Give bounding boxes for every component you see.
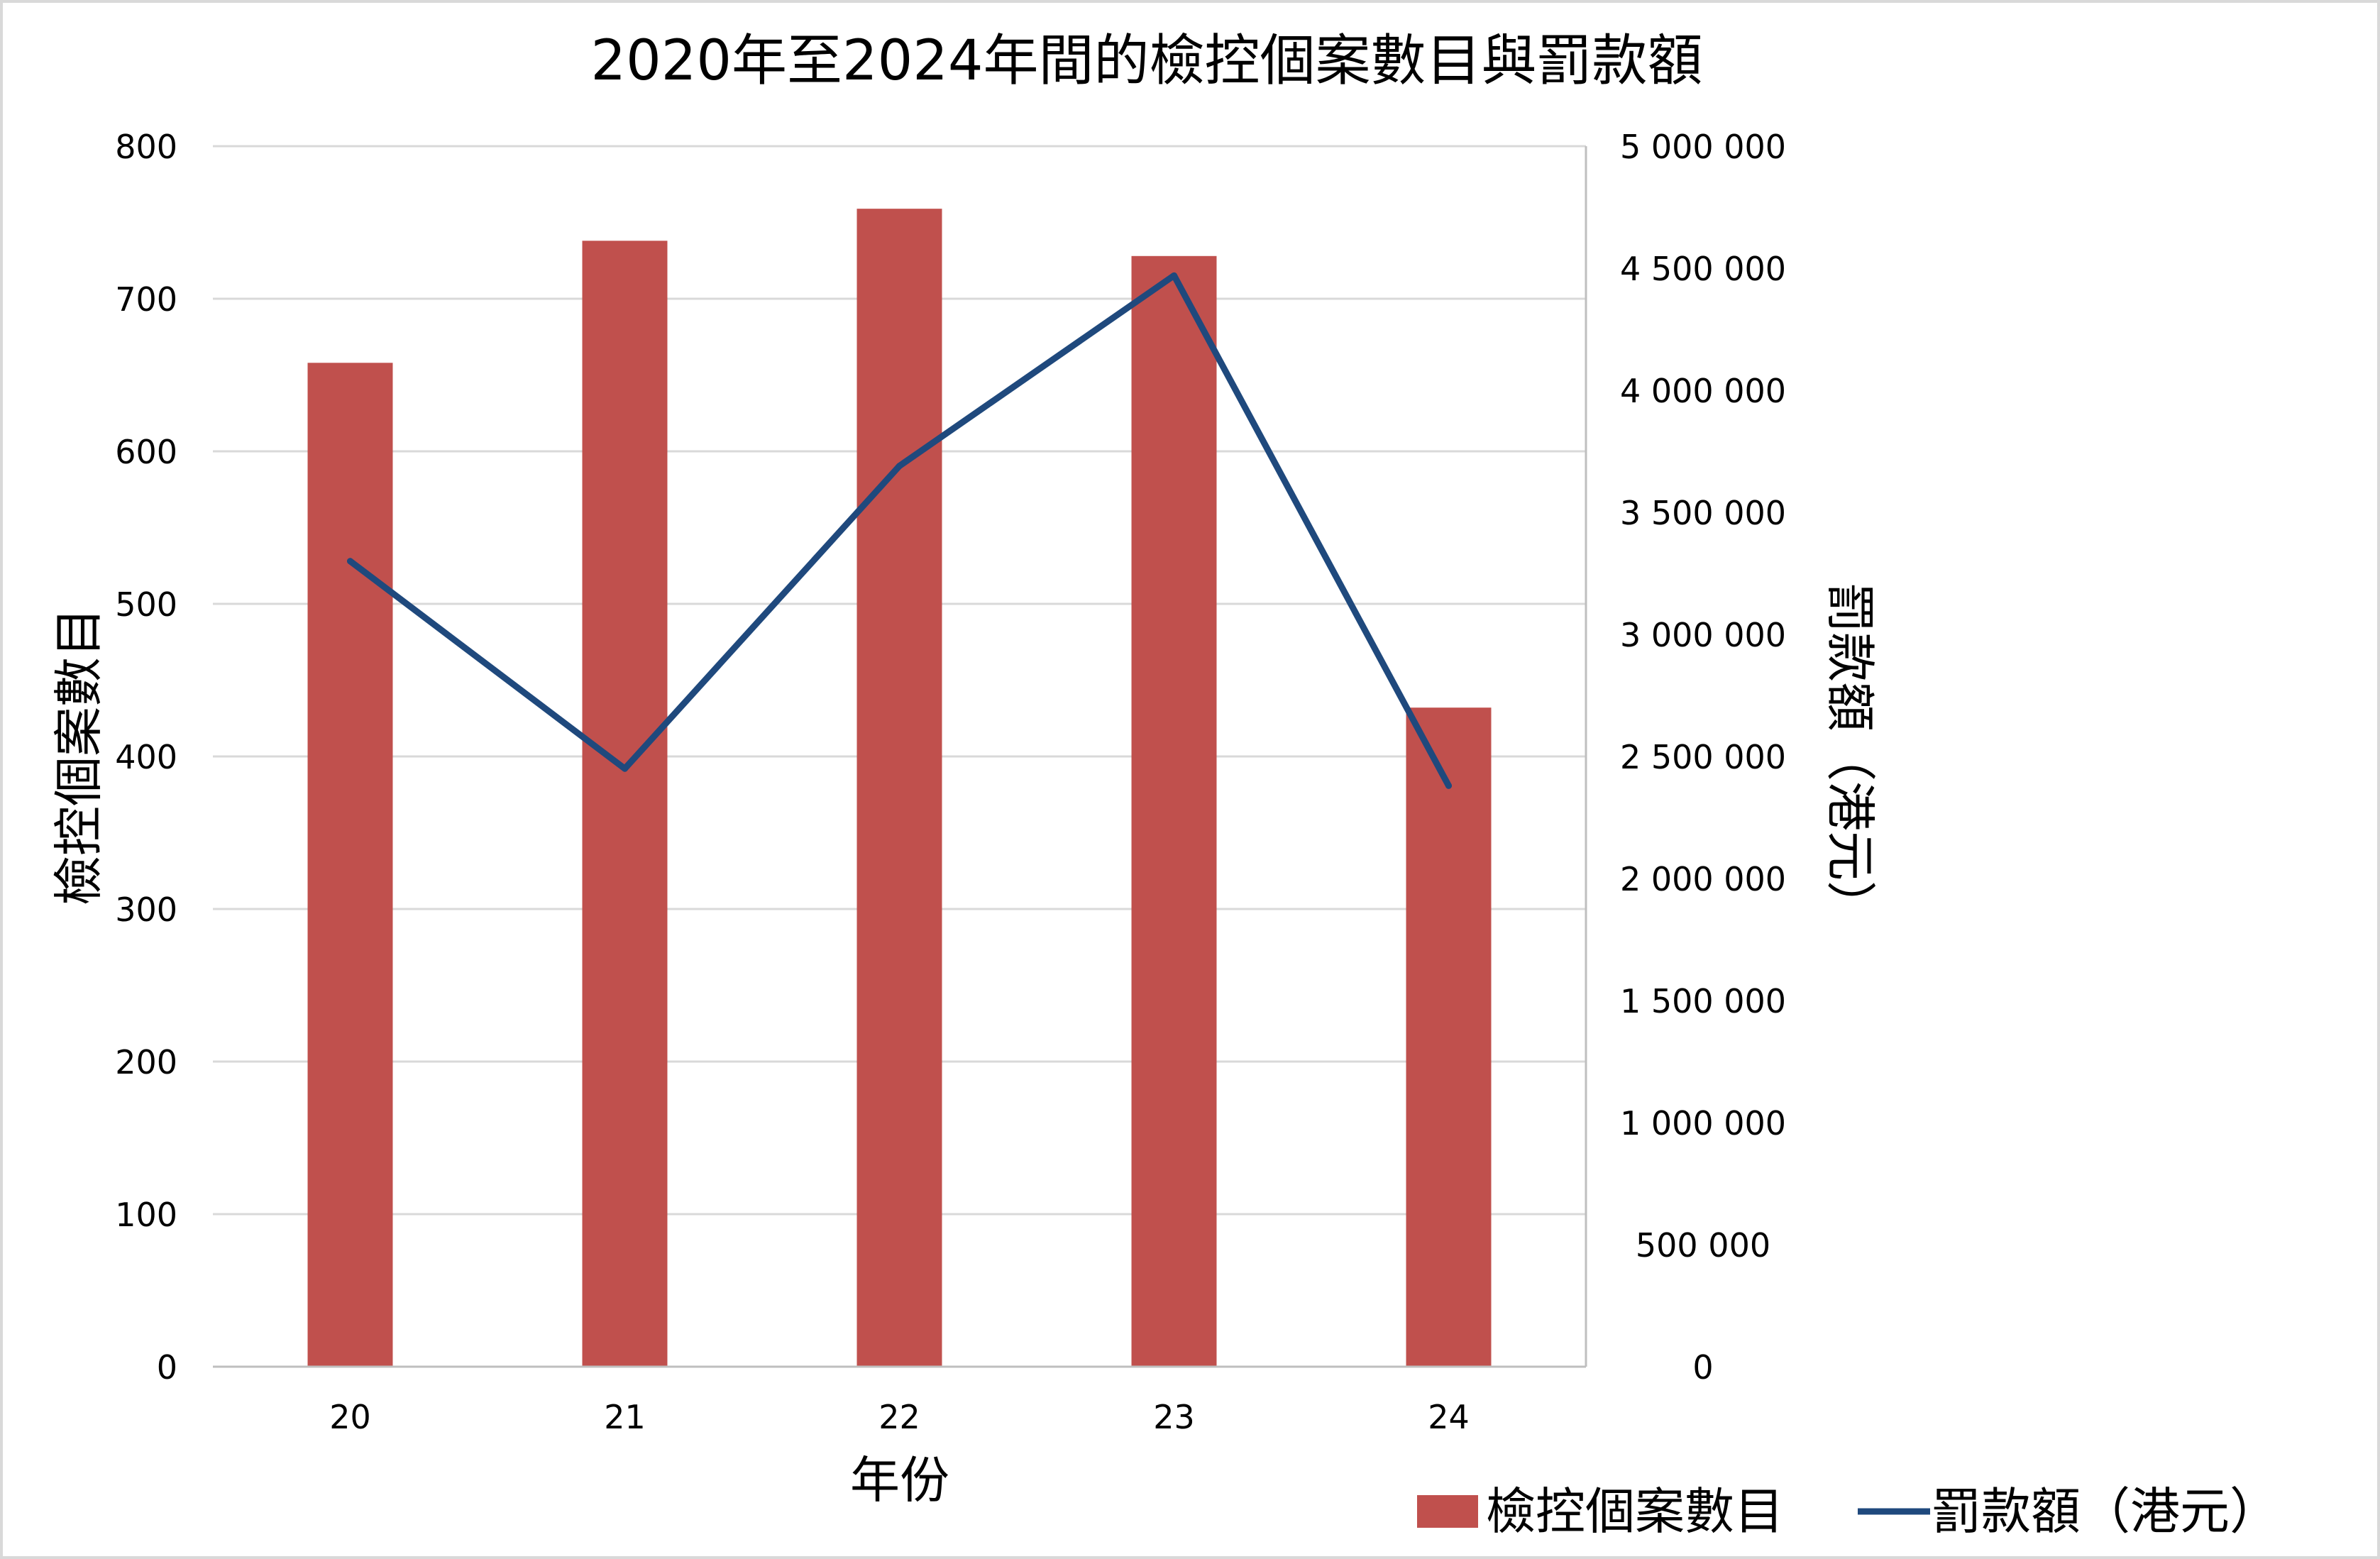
x-tick-label: 20	[329, 1398, 371, 1436]
legend-label-line: 罰款額（港元）	[1932, 1482, 2279, 1541]
chart-title: 2020年至2024年間的檢控個案數目與罰款額	[590, 29, 1702, 93]
x-tick-label: 21	[604, 1398, 646, 1436]
bar	[307, 363, 393, 1367]
y-tick-label: 400	[115, 738, 177, 776]
y2-tick-label: 500 000	[1636, 1226, 1770, 1265]
bar	[1406, 707, 1492, 1367]
bar	[1131, 255, 1217, 1367]
y2-tick-label: 3 500 000	[1620, 494, 1786, 532]
legend-swatch-bars	[1417, 1495, 1478, 1528]
bar-series	[307, 209, 1492, 1367]
y-axis-label: 檢控個案數目	[50, 607, 108, 905]
bar	[856, 209, 942, 1367]
line-point	[1171, 272, 1177, 279]
y2-tick-label: 4 000 000	[1620, 372, 1786, 410]
x-axis-label: 年份	[850, 1451, 949, 1509]
x-axis-ticks: 20 21 22 23 24	[329, 1398, 1470, 1436]
y-tick-label: 700	[115, 280, 177, 319]
line-point	[896, 463, 903, 470]
y2-tick-label: 2 500 000	[1620, 738, 1786, 776]
line-point	[347, 558, 353, 565]
y2-axis-ticks: 0 500 000 1 000 000 1 500 000 2 000 000 2 500…	[1620, 128, 1786, 1387]
y-tick-label: 600	[115, 433, 177, 471]
y-tick-label: 800	[115, 128, 177, 166]
y2-tick-label: 4 500 000	[1620, 250, 1786, 288]
y-tick-label: 200	[115, 1043, 177, 1081]
line-series	[347, 272, 1452, 789]
y2-tick-label: 0	[1692, 1348, 1713, 1387]
y-tick-label: 500	[115, 585, 177, 624]
line-point	[1445, 782, 1452, 789]
y-tick-label: 300	[115, 891, 177, 929]
x-tick-label: 23	[1153, 1398, 1195, 1436]
bar	[582, 241, 668, 1367]
y2-tick-label: 5 000 000	[1620, 128, 1786, 166]
y2-tick-label: 1 500 000	[1620, 982, 1786, 1020]
x-tick-label: 24	[1428, 1398, 1470, 1436]
y-tick-label: 0	[157, 1348, 177, 1387]
y-tick-label: 100	[115, 1196, 177, 1234]
y2-tick-label: 1 000 000	[1620, 1104, 1786, 1142]
line-point	[622, 765, 628, 772]
y2-tick-label: 3 000 000	[1620, 616, 1786, 654]
y-axis-ticks: 0 100 200 300 400 500 600 700 800	[115, 128, 177, 1387]
x-tick-label: 22	[878, 1398, 920, 1436]
legend-label-bars: 檢控個案數目	[1486, 1482, 1784, 1541]
legend: 檢控個案數目 罰款額（港元）	[1417, 1482, 2279, 1541]
y2-axis-label: 罰款額（港元）	[1821, 583, 1879, 930]
y2-tick-label: 2 000 000	[1620, 860, 1786, 898]
